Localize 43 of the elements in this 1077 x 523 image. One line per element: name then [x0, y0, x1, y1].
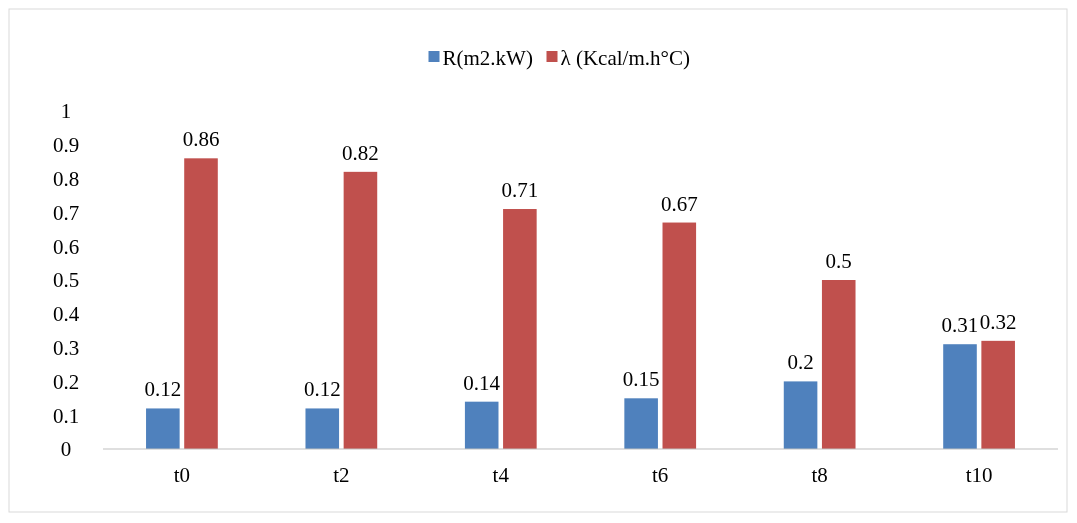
- bar: [821, 280, 856, 449]
- data-label: 0.86: [182, 127, 220, 152]
- bar: [943, 344, 977, 449]
- y-tick-label: 0.4: [52, 302, 80, 327]
- y-tick-label: 0.9: [52, 133, 80, 158]
- legend-label: λ (Kcal/m.h°C): [560, 46, 690, 71]
- data-label: 0.82: [342, 140, 379, 165]
- y-tick-label: 0.7: [52, 200, 80, 225]
- x-tick-label: t2: [333, 463, 350, 487]
- bar: [783, 381, 818, 449]
- bar: [981, 340, 1015, 449]
- x-tick-label: t10: [965, 463, 993, 487]
- y-tick-label: 0.2: [52, 369, 80, 394]
- data-label: 0.67: [660, 191, 698, 216]
- legend-label: R(m2.kW): [442, 46, 533, 71]
- bar: [184, 158, 218, 449]
- data-label: 0.71: [501, 178, 539, 203]
- y-tick-label: 0.6: [52, 234, 80, 259]
- data-label: 0.12: [303, 377, 341, 402]
- bar: [624, 398, 658, 449]
- y-tick-label: 1: [60, 99, 72, 124]
- data-label: 0.2: [787, 350, 814, 375]
- x-tick-label: t6: [652, 463, 669, 487]
- x-tick-label: t0: [173, 463, 191, 487]
- data-label: 0.15: [622, 367, 660, 392]
- bar: [343, 171, 378, 449]
- bar: [662, 222, 697, 449]
- y-tick-label: 0.3: [52, 335, 80, 360]
- y-tick-label: 0.1: [52, 403, 80, 428]
- data-label: 0.12: [144, 377, 182, 402]
- y-tick-label: 0.8: [52, 166, 80, 191]
- bar: [146, 408, 180, 449]
- y-tick-label: 0: [60, 437, 72, 462]
- bar: [464, 401, 499, 449]
- bar: [305, 408, 340, 449]
- data-label: 0.14: [463, 370, 501, 395]
- x-tick-label: t4: [492, 463, 510, 487]
- x-tick-label: t8: [811, 463, 828, 487]
- data-label: 0.32: [979, 309, 1017, 334]
- data-label: 0.31: [941, 313, 979, 338]
- y-tick-label: 0.5: [52, 268, 80, 293]
- bar: [503, 209, 537, 449]
- data-label: 0.5: [825, 249, 852, 273]
